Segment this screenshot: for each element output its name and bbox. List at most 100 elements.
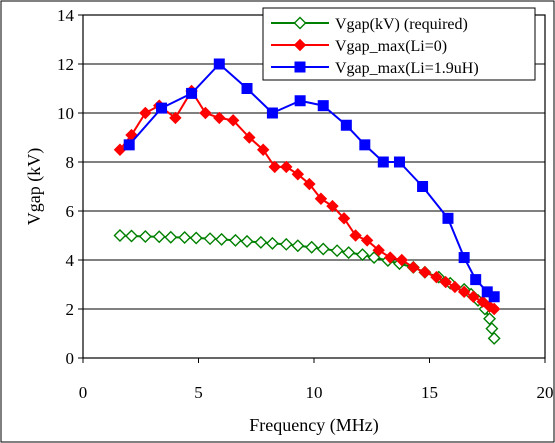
- data-point: [340, 119, 352, 131]
- data-point: [418, 266, 432, 279]
- data-point: [487, 302, 501, 316]
- data-point: [303, 177, 316, 191]
- data-point: [169, 111, 182, 125]
- y-tick-label: 10: [57, 104, 74, 123]
- data-point: [305, 240, 319, 254]
- y-tick-label: 6: [66, 202, 75, 221]
- data-point: [266, 107, 278, 119]
- data-point: [488, 291, 500, 303]
- data-point: [113, 143, 127, 156]
- data-point: [349, 229, 362, 242]
- data-point: [367, 251, 381, 265]
- legend: Vgap(kV) (required) Vgap_max(Li=0) Vgap_ma…: [262, 7, 536, 81]
- data-point: [241, 83, 253, 94]
- data-point: [228, 233, 242, 247]
- data-point: [256, 143, 270, 156]
- data-point: [265, 236, 279, 250]
- y-tick-label: 2: [66, 300, 75, 319]
- y-axis-ticks: 0 2 4 6 8 10 12 14: [57, 6, 83, 368]
- data-point: [139, 106, 152, 120]
- data-point: [280, 160, 293, 174]
- data-point: [213, 58, 225, 70]
- data-point: [152, 230, 166, 244]
- x-tick-label: 5: [194, 383, 203, 402]
- legend-marker: [294, 61, 306, 73]
- data-point: [254, 235, 268, 249]
- data-point: [430, 270, 443, 284]
- data-point: [395, 253, 408, 267]
- data-point: [485, 322, 499, 336]
- legend-label: Vgap(kV) (required): [335, 16, 468, 33]
- data-point: [186, 87, 198, 99]
- y-tick-label: 12: [57, 55, 74, 74]
- x-axis-title: Frequency (MHz): [249, 415, 378, 436]
- legend-marker: [293, 16, 307, 30]
- data-point: [384, 251, 397, 264]
- legend-label: Vgap_max(Li=0): [335, 38, 447, 55]
- data-point: [377, 156, 389, 168]
- x-axis-ticks: 0 5 10 15 20: [79, 358, 554, 402]
- data-point: [279, 237, 293, 251]
- data-point: [268, 160, 281, 174]
- data-point: [240, 234, 254, 248]
- data-point: [326, 199, 339, 213]
- x-tick-label: 15: [421, 383, 438, 402]
- data-point: [330, 244, 344, 258]
- y-tick-label: 8: [66, 153, 75, 172]
- data-point: [156, 102, 168, 114]
- data-point: [448, 280, 462, 294]
- data-point: [417, 181, 429, 192]
- legend-label: Vgap_max(Li=1.9uH): [335, 60, 479, 77]
- data-point: [407, 261, 420, 274]
- data-point: [483, 312, 497, 326]
- data-point: [337, 212, 351, 225]
- data-point: [291, 239, 305, 253]
- data-point: [164, 230, 178, 244]
- data-point: [360, 234, 374, 247]
- data-point: [125, 229, 138, 243]
- data-point: [178, 230, 192, 244]
- data-point: [458, 252, 470, 264]
- data-point: [316, 242, 330, 256]
- data-point: [356, 248, 369, 262]
- data-point: [359, 139, 371, 151]
- data-point: [372, 243, 385, 257]
- data-point: [138, 229, 152, 243]
- data-point: [442, 212, 454, 224]
- data-point: [487, 331, 501, 345]
- data-point: [213, 111, 226, 125]
- data-point: [294, 95, 306, 107]
- data-point: [393, 156, 405, 168]
- data-point: [439, 275, 452, 289]
- y-tick-label: 4: [66, 251, 75, 270]
- data-point: [215, 232, 229, 246]
- y-axis-title: Vgap (kV): [24, 148, 45, 225]
- data-point: [243, 131, 256, 144]
- legend-entry: Vgap(kV) (required): [271, 16, 468, 33]
- data-point: [342, 246, 356, 260]
- data-point: [113, 229, 127, 242]
- data-point: [317, 100, 329, 112]
- series-2: [123, 58, 500, 303]
- data-point: [189, 231, 203, 245]
- data-point: [467, 290, 480, 303]
- data-point: [226, 114, 240, 127]
- data-point: [314, 192, 328, 205]
- legend-entry: Vgap_max(Li=0): [271, 38, 447, 55]
- data-point: [470, 274, 482, 286]
- y-tick-label: 0: [66, 349, 75, 368]
- data-point: [476, 295, 489, 308]
- legend-marker: [293, 38, 307, 52]
- data-point: [123, 139, 135, 151]
- data-point: [457, 285, 471, 299]
- y-tick-label: 14: [57, 6, 75, 25]
- series: [113, 58, 501, 345]
- x-tick-label: 0: [79, 383, 88, 402]
- data-point: [199, 106, 212, 120]
- x-tick-label: 10: [306, 383, 323, 402]
- x-tick-label: 20: [537, 383, 554, 402]
- data-point: [291, 168, 305, 181]
- data-point: [203, 232, 217, 246]
